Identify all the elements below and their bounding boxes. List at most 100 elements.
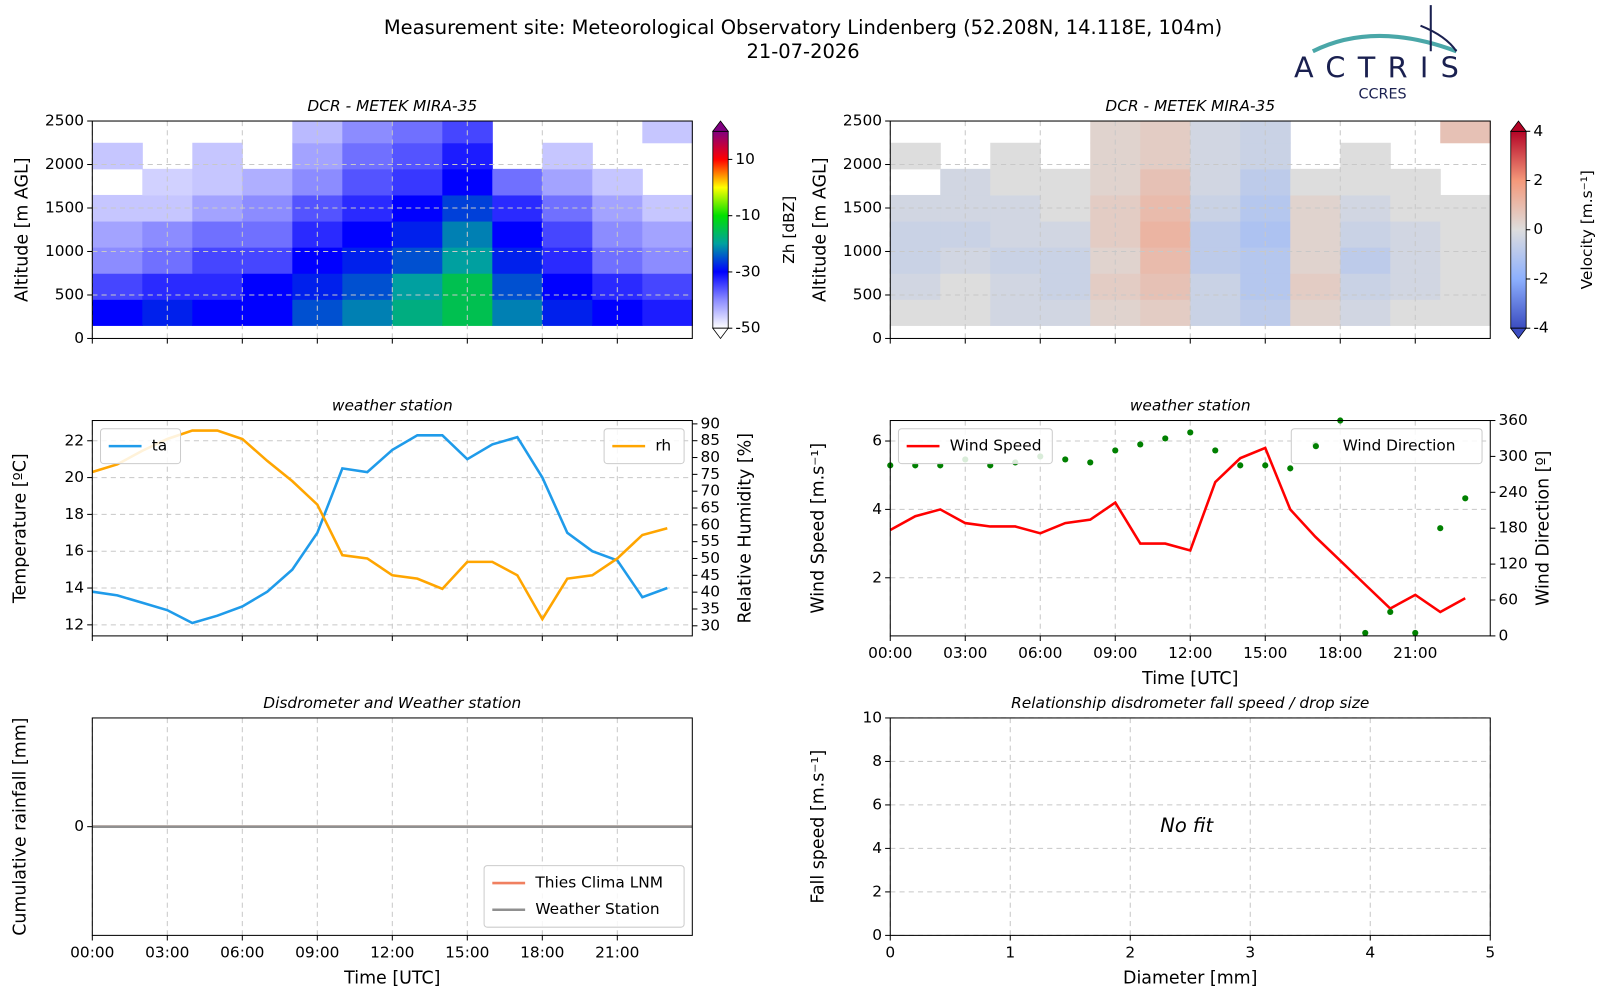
- heatmap-cell: [392, 142, 443, 170]
- heatmap-cell: [1390, 299, 1441, 326]
- x-tick-label: 0: [885, 943, 895, 961]
- colorbar-tick-label: -10: [735, 206, 760, 224]
- colorbar-extend: [1509, 120, 1527, 132]
- heatmap-cell: [990, 168, 1041, 196]
- heatmap-cell: [1040, 168, 1091, 196]
- x-tick-label: 2: [1125, 943, 1135, 961]
- y2-axis-label: Relative Humidity [%]: [736, 433, 756, 623]
- heatmap-cell: [1190, 168, 1241, 196]
- colorbar-tick-label: 10: [735, 150, 755, 168]
- scatter-point: [1212, 447, 1219, 454]
- scatter-point: [1262, 462, 1269, 469]
- heatmap-cell: [890, 221, 941, 248]
- heatmap-cell: [92, 194, 143, 222]
- heatmap-cell: [890, 247, 941, 274]
- heatmap-cell: [342, 168, 393, 196]
- heatmap-cell: [392, 273, 443, 300]
- line: [889, 446, 1466, 614]
- heatmap-cell: [92, 221, 143, 248]
- panel: -50 -30 -10 10 Zh [dBZ] 0 500 1000 1500 2000 2500 D…: [13, 97, 799, 347]
- heatmap-cell: [1290, 168, 1341, 196]
- scatter-point: [1237, 462, 1244, 469]
- y-tick-label: 8: [872, 752, 882, 770]
- legend-label: Thies Clima LNM: [534, 874, 663, 892]
- heatmap-cell: [292, 142, 343, 170]
- heatmap-cell: [890, 142, 941, 170]
- y2-tick-label: 40: [701, 583, 721, 601]
- heatmap-cell: [492, 168, 543, 196]
- panel: ta rh 12 14 16 18 20 22 303540455055606570758085…: [11, 397, 756, 642]
- y-axis-label: Altitude [m AGL]: [13, 157, 33, 302]
- colorbar-tick-label: -50: [735, 319, 760, 337]
- x-tick-label: 12:00: [370, 943, 414, 961]
- heatmap-cell: [1090, 299, 1141, 326]
- heatmap-cell: [342, 273, 393, 300]
- y-tick-label: 500: [853, 285, 882, 303]
- x-axis-label: Diameter [mm]: [1123, 968, 1257, 988]
- heatmap-cell: [342, 121, 393, 144]
- y-tick-label: 16: [65, 542, 85, 560]
- heatmap-cell: [642, 299, 693, 326]
- heatmap-cell: [1190, 142, 1241, 170]
- y-tick-label: 10: [862, 708, 882, 726]
- colorbar: [1510, 130, 1527, 329]
- colorbar-extend: [712, 327, 730, 340]
- heatmap-cell: [292, 168, 343, 196]
- colorbar: [712, 130, 729, 329]
- y2-tick-label: 65: [701, 499, 721, 517]
- heatmap-cell: [990, 299, 1041, 326]
- heatmap-cell: [92, 273, 143, 300]
- heatmap-cell: [292, 299, 343, 326]
- heatmap-cell: [1440, 299, 1491, 326]
- x-tick-label: 12:00: [1168, 644, 1212, 662]
- x-tick-label: 21:00: [595, 943, 639, 961]
- heatmap-cell: [1440, 273, 1491, 300]
- line: [91, 429, 668, 622]
- scatter-point: [1412, 629, 1419, 636]
- heatmap-cell: [442, 273, 493, 300]
- y-tick-label: 6: [872, 795, 882, 813]
- y2-tick-label: 120: [1498, 555, 1527, 573]
- x-tick-label: 18:00: [1318, 644, 1362, 662]
- y2-tick-label: 300: [1498, 447, 1527, 465]
- colorbar-tick-label: 0: [1533, 220, 1543, 238]
- heatmap-cell: [542, 142, 593, 170]
- heatmap-cell: [392, 168, 443, 196]
- heatmap-cell: [940, 168, 991, 196]
- heatmap-cell: [1390, 273, 1441, 300]
- heatmap-cell: [592, 273, 643, 300]
- colorbar-tick-label: -30: [735, 262, 760, 280]
- y2-tick-label: 360: [1498, 411, 1527, 429]
- y-axis-label: Wind Speed [m.s⁻¹]: [808, 443, 828, 614]
- annotation: No fit: [1160, 814, 1214, 837]
- heatmap-cell: [242, 168, 293, 196]
- y-tick-label: 1000: [843, 242, 882, 260]
- colorbar-extend: [712, 120, 730, 132]
- y-tick-label: 18: [65, 505, 85, 523]
- x-tick-label: 4: [1365, 943, 1375, 961]
- heatmap-cell: [192, 221, 243, 248]
- y2-tick-label: 0: [1498, 626, 1508, 644]
- heatmap-cell: [940, 299, 991, 326]
- y2-tick-label: 45: [701, 566, 721, 584]
- heatmap-cell: [192, 273, 243, 300]
- heatmap-cell: [890, 299, 941, 326]
- y2-tick-label: 50: [701, 549, 721, 567]
- y2-axis-label: Wind Direction [º]: [1534, 451, 1554, 606]
- x-tick-label: 03:00: [145, 943, 189, 961]
- scatter-point: [1362, 629, 1369, 636]
- heatmap-cell: [292, 273, 343, 300]
- scatter-point: [1437, 525, 1444, 532]
- heatmap-cell: [1340, 299, 1391, 326]
- x-tick-label: 15:00: [445, 943, 489, 961]
- x-tick-label: 00:00: [868, 644, 912, 662]
- page-title: Measurement site: Meteorological Observa…: [384, 16, 1222, 39]
- legend-label: Wind Speed: [950, 437, 1042, 455]
- heatmap-cell: [492, 221, 543, 248]
- y-tick-label: 1000: [45, 242, 84, 260]
- heatmap-cell: [1040, 273, 1091, 300]
- heatmap-cell: [1140, 168, 1191, 196]
- heatmap-cell: [142, 168, 193, 196]
